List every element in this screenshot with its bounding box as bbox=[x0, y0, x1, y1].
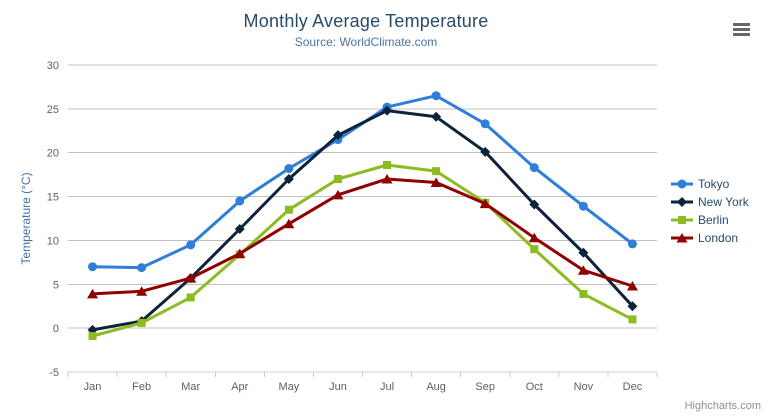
series-tokyo bbox=[88, 91, 637, 273]
y-axis-label: 20 bbox=[47, 148, 59, 160]
y-axis-label: 30 bbox=[47, 60, 59, 72]
x-axis-label: Apr bbox=[231, 381, 248, 393]
legend-item-berlin[interactable]: Berlin bbox=[671, 211, 749, 229]
legend-marker-icon bbox=[671, 179, 693, 189]
y-axis-label: 15 bbox=[47, 192, 59, 204]
data-point[interactable] bbox=[234, 224, 245, 235]
chart-title: Monthly Average Temperature bbox=[243, 11, 489, 31]
data-point[interactable] bbox=[579, 289, 588, 298]
x-axis-label: Mar bbox=[181, 381, 200, 393]
x-axis-label: Jul bbox=[380, 381, 394, 393]
data-point[interactable] bbox=[431, 111, 442, 122]
legend-item-london[interactable]: London bbox=[671, 229, 749, 247]
hamburger-icon bbox=[733, 22, 750, 36]
series-line-new-york[interactable] bbox=[91, 109, 634, 332]
data-point[interactable] bbox=[383, 160, 392, 169]
legend-item-tokyo[interactable]: Tokyo bbox=[671, 175, 749, 193]
y-axis-label: 25 bbox=[47, 104, 59, 116]
x-axis-label: Jan bbox=[84, 381, 102, 393]
legend-label: New York bbox=[698, 195, 749, 209]
legend-marker-icon bbox=[671, 197, 693, 207]
export-menu-button[interactable] bbox=[733, 22, 750, 36]
data-point[interactable] bbox=[432, 167, 441, 176]
y-axis-label: -5 bbox=[49, 367, 59, 379]
data-point[interactable] bbox=[382, 105, 393, 116]
data-point[interactable] bbox=[480, 146, 491, 157]
y-axis-title: Temperature (°C) bbox=[19, 172, 33, 264]
data-point[interactable] bbox=[283, 218, 295, 229]
series-line-berlin[interactable] bbox=[91, 163, 634, 338]
data-point[interactable] bbox=[528, 232, 540, 243]
data-point[interactable] bbox=[529, 163, 539, 173]
x-axis-label: Jun bbox=[329, 381, 347, 393]
x-axis-label: Nov bbox=[574, 381, 594, 393]
series-london bbox=[87, 174, 638, 299]
data-point[interactable] bbox=[333, 175, 342, 184]
y-axis-label: 10 bbox=[47, 235, 59, 247]
x-axis-label: Sep bbox=[475, 381, 495, 393]
series-new-york bbox=[87, 105, 638, 335]
x-axis-label: Aug bbox=[426, 381, 446, 393]
chart-subtitle: Source: WorldClimate.com bbox=[294, 35, 438, 49]
data-point bbox=[677, 179, 687, 189]
legend: Tokyo New York Berlin London bbox=[671, 175, 749, 247]
data-point[interactable] bbox=[578, 201, 588, 211]
data-point[interactable] bbox=[136, 286, 148, 296]
data-point[interactable] bbox=[578, 247, 589, 258]
data-point[interactable] bbox=[627, 301, 638, 312]
data-point[interactable] bbox=[185, 273, 197, 283]
data-point[interactable] bbox=[479, 198, 491, 209]
x-axis-label: Feb bbox=[132, 381, 151, 393]
data-point[interactable] bbox=[88, 332, 97, 341]
data-point[interactable] bbox=[284, 164, 294, 174]
data-point[interactable] bbox=[626, 281, 638, 291]
data-point[interactable] bbox=[137, 318, 146, 327]
y-axis-label: 5 bbox=[53, 279, 59, 291]
data-point[interactable] bbox=[430, 177, 442, 188]
data-point[interactable] bbox=[186, 240, 196, 250]
data-point[interactable] bbox=[332, 130, 343, 141]
data-point[interactable] bbox=[529, 199, 540, 210]
data-point bbox=[676, 233, 688, 243]
data-point[interactable] bbox=[137, 263, 147, 273]
y-axis-label: 0 bbox=[53, 323, 59, 335]
x-axis-label: May bbox=[278, 381, 299, 393]
data-point bbox=[677, 197, 687, 207]
legend-marker-icon bbox=[671, 216, 693, 224]
series-berlin bbox=[88, 160, 637, 341]
data-point[interactable] bbox=[332, 189, 344, 200]
data-point[interactable] bbox=[628, 315, 637, 324]
x-axis-label: Oct bbox=[526, 381, 543, 393]
data-point[interactable] bbox=[431, 91, 441, 101]
data-point[interactable] bbox=[186, 293, 195, 302]
data-point[interactable] bbox=[87, 288, 99, 299]
legend-marker-icon bbox=[671, 233, 693, 243]
data-point[interactable] bbox=[284, 205, 293, 214]
data-point[interactable] bbox=[577, 265, 589, 275]
data-point[interactable] bbox=[480, 119, 490, 129]
series-line-london[interactable] bbox=[91, 177, 634, 296]
legend-item-new-york[interactable]: New York bbox=[671, 193, 749, 211]
legend-label: Berlin bbox=[698, 213, 729, 227]
data-point[interactable] bbox=[283, 174, 294, 185]
data-point[interactable] bbox=[530, 245, 539, 254]
data-point[interactable] bbox=[627, 239, 637, 249]
data-point[interactable] bbox=[381, 174, 393, 184]
data-point[interactable] bbox=[235, 196, 245, 206]
legend-label: London bbox=[698, 231, 739, 245]
legend-label: Tokyo bbox=[698, 177, 730, 191]
data-point bbox=[678, 216, 686, 224]
data-point[interactable] bbox=[88, 262, 98, 272]
x-axis-label: Dec bbox=[623, 381, 643, 393]
credits-link[interactable]: Highcharts.com bbox=[684, 400, 761, 412]
data-point[interactable] bbox=[234, 248, 246, 259]
